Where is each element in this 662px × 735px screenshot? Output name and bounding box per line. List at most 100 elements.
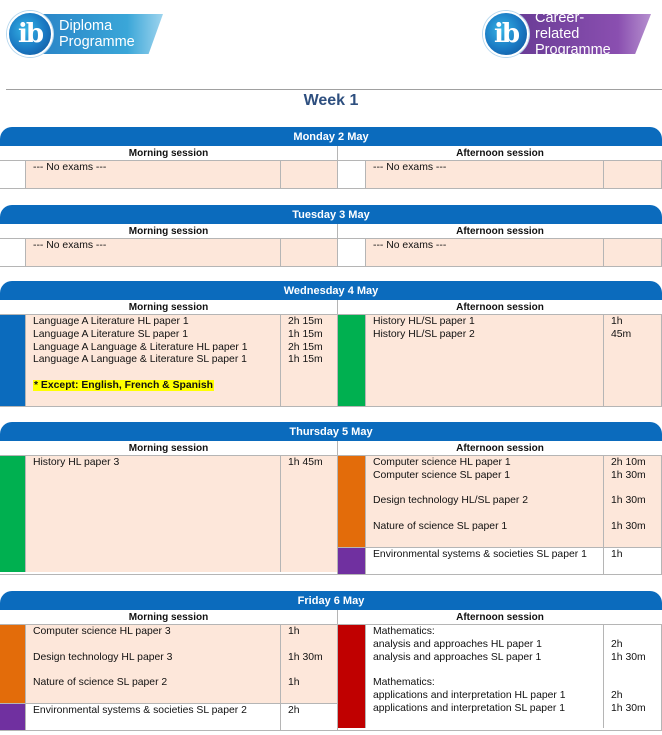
subject-color-bar [0, 703, 26, 731]
exam-name: --- No exams --- [373, 162, 447, 173]
exam-name [33, 483, 280, 496]
exam-duration: 1h 30m [611, 469, 646, 481]
exam-list: Computer science HL paper 3 Design techno… [26, 625, 281, 703]
duration-list: 2h 1h 30m 2h 1h 30m [604, 625, 661, 729]
exam-name [373, 342, 603, 355]
exam-name [33, 547, 280, 560]
afternoon-session-label: Afternoon session [456, 302, 544, 313]
duration-list [281, 161, 337, 188]
exam-list: --- No exams --- [366, 239, 604, 266]
exam-duration [288, 690, 337, 703]
exam-list: --- No exams --- [26, 161, 281, 188]
duration-list [604, 239, 661, 266]
exam-list: Mathematics: analysis and approaches HL p… [366, 625, 604, 729]
page-title: Week 1 [303, 92, 359, 109]
exam-name [373, 354, 603, 367]
exam-name [373, 367, 603, 380]
exam-name [33, 639, 280, 652]
day-block: Tuesday 3 May Morning session Afternoon se… [0, 205, 662, 267]
morning-session: Language A Literature HL paper 1 Language… [0, 315, 338, 406]
exam-duration: 2h 10m [611, 457, 646, 468]
exam-duration: 1h 45m [288, 457, 323, 468]
logo-line2: Programme [535, 42, 611, 58]
exam-duration: 1h 30m [611, 651, 646, 663]
duration-list: 2h 15m 1h 15m 2h 15m 1h 15m [281, 315, 337, 406]
exam-duration [611, 677, 661, 690]
header-divider [6, 89, 662, 90]
exam-duration [611, 716, 661, 729]
exam-name: Environmental systems & societies SL pap… [33, 704, 247, 716]
exam-duration [611, 561, 661, 574]
exam-name [33, 393, 280, 406]
exam-duration [611, 380, 661, 393]
day-content: Computer science HL paper 3 Design techno… [0, 625, 662, 732]
day-title: Wednesday 4 May [0, 281, 662, 300]
exam-duration [611, 534, 661, 547]
subject-group: Environmental systems & societies SL pap… [0, 702, 337, 731]
duration-list [604, 161, 661, 188]
day-content: --- No exams --- --- No exams --- [0, 239, 662, 267]
exam-name [33, 367, 280, 380]
diploma-programme-logo: ib Diploma Programme [7, 10, 163, 58]
exam-name [373, 483, 603, 496]
day-content: Language A Literature HL paper 1 Language… [0, 315, 662, 407]
exam-list: History HL paper 3 [26, 456, 281, 573]
exam-name [33, 175, 280, 188]
duration-list: 1h 45m [604, 315, 661, 406]
duration-list: 1h 1h 30m 1h [281, 625, 337, 703]
exam-duration [288, 547, 337, 560]
afternoon-session: History HL/SL paper 1 History HL/SL paper… [338, 315, 662, 406]
exam-name: Computer science SL paper 1 [373, 469, 511, 481]
exam-duration [288, 253, 337, 266]
exam-name [33, 664, 280, 677]
exam-duration: 2h 15m [288, 316, 323, 327]
exam-list: --- No exams --- [26, 239, 281, 266]
logo-line1: Career-related [535, 10, 585, 42]
subject-color-bar [338, 315, 366, 406]
exam-list: Environmental systems & societies SL pap… [366, 547, 604, 575]
subject-color-bar [338, 161, 366, 188]
exam-name: Environmental systems & societies SL pap… [373, 548, 587, 560]
day-title: Friday 6 May [0, 591, 662, 610]
exam-list: Computer science HL paper 1 Computer scie… [366, 456, 604, 547]
exam-duration [611, 253, 661, 266]
exam-name [373, 534, 603, 547]
exam-name: Language A Language & Literature HL pape… [33, 341, 248, 353]
ib-logo-icon: ib [483, 11, 529, 57]
exam-name: Computer science HL paper 3 [33, 626, 171, 637]
exam-name [33, 508, 280, 521]
exam-name: --- No exams --- [373, 240, 447, 251]
morning-session-label: Morning session [0, 441, 338, 455]
session-header-row: Morning session Afternoon session [0, 146, 662, 161]
subject-group: History HL/SL paper 1 History HL/SL paper… [338, 315, 661, 406]
exam-name: Language A Literature HL paper 1 [33, 316, 189, 327]
exam-list: History HL/SL paper 1 History HL/SL paper… [366, 315, 604, 406]
subject-color-bar [338, 239, 366, 266]
career-related-programme-logo: ib Career-related Programme [483, 10, 651, 58]
exam-duration [288, 470, 337, 483]
exam-name [373, 508, 603, 521]
exam-name [373, 393, 603, 406]
afternoon-session: Mathematics: analysis and approaches HL p… [338, 625, 662, 731]
afternoon-session-label: Afternoon session [456, 226, 544, 237]
subject-group: --- No exams --- [0, 239, 337, 266]
exam-name: * Except: English, French & Spanish [33, 379, 280, 393]
morning-session-label: Morning session [0, 224, 338, 238]
morning-session: --- No exams --- [0, 239, 338, 266]
day-content: History HL paper 3 1h 45m Computer science… [0, 456, 662, 576]
exam-name [373, 175, 603, 188]
exam-duration: 2h [288, 704, 300, 716]
exam-name [33, 495, 280, 508]
exam-duration: 45m [611, 328, 632, 340]
exam-duration [288, 240, 337, 253]
exam-name: Language A Language & Literature SL pape… [33, 354, 247, 366]
exam-name [33, 521, 280, 534]
exam-name: analysis and approaches SL paper 1 [373, 651, 542, 663]
subject-color-bar [0, 239, 26, 266]
exam-duration [288, 367, 337, 380]
exam-duration [611, 367, 661, 380]
exam-duration: 2h 15m [288, 341, 323, 353]
exam-name: --- No exams --- [33, 162, 107, 173]
exam-name: analysis and approaches HL paper 1 [373, 638, 542, 650]
exam-name [373, 561, 603, 574]
